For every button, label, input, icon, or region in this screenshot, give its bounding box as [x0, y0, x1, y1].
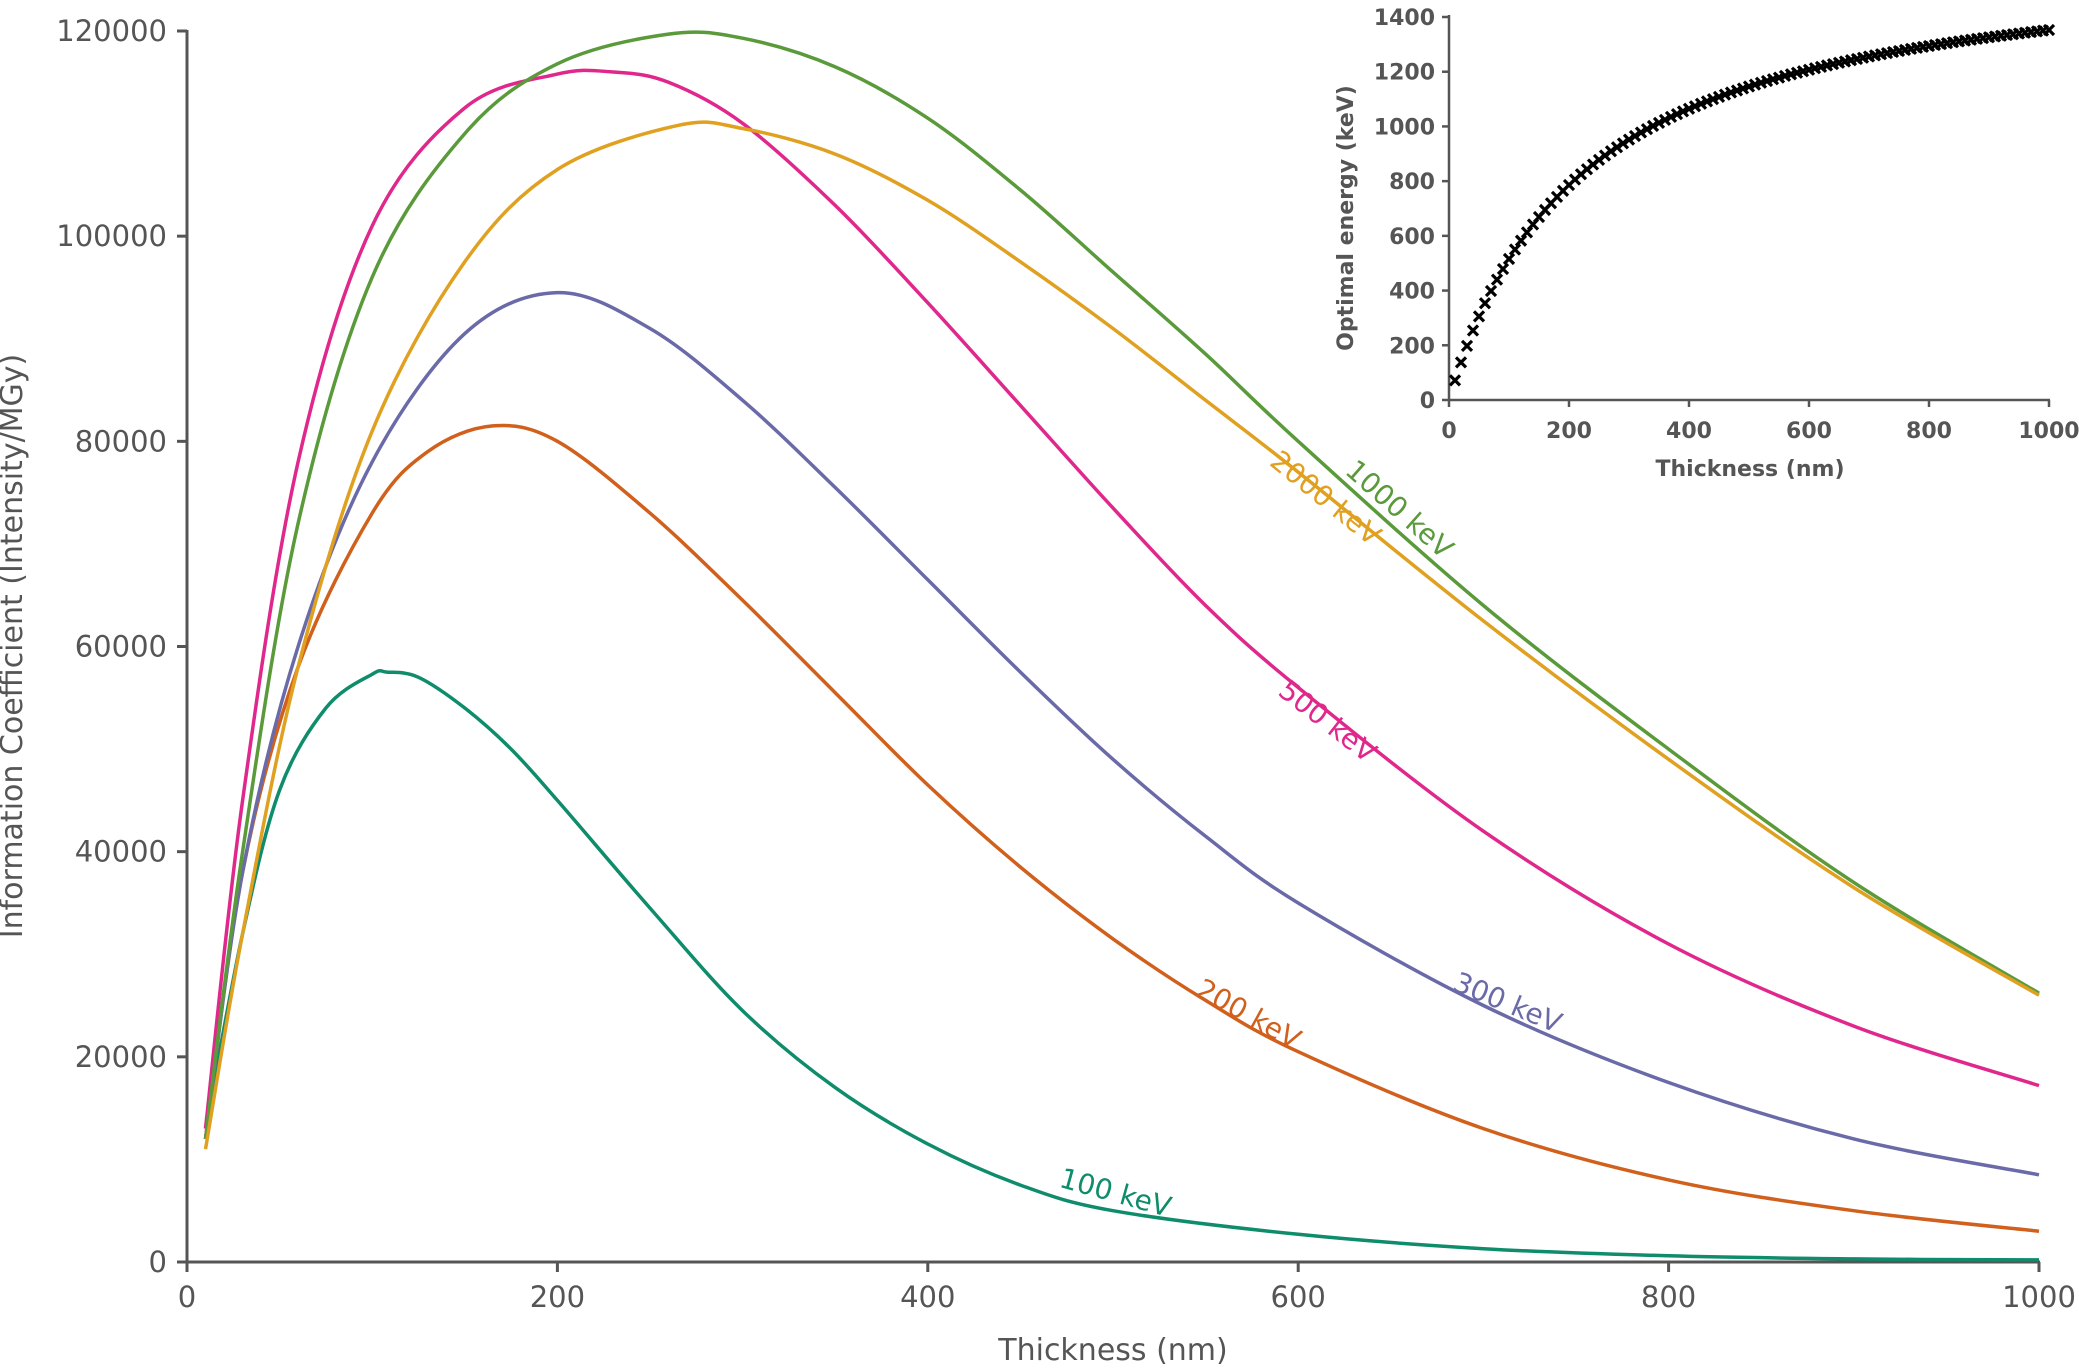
main-x-tick-label: 400: [900, 1280, 955, 1314]
inset-marker: [1472, 310, 1486, 323]
series-label-500-kev: 500 keV: [1272, 673, 1382, 769]
inset-marker-stroke: [1502, 252, 1516, 266]
inset-x-axis-title: Thickness (nm): [1655, 457, 1844, 482]
inset-marker-stroke: [1454, 356, 1468, 369]
inset-marker-stroke: [1448, 374, 1462, 387]
inset-marker: [1448, 374, 1462, 387]
inset-marker-stroke: [1460, 339, 1474, 352]
series-label-200-kev: 200 keV: [1191, 972, 1307, 1056]
main-y-tick-label: 0: [149, 1245, 167, 1279]
inset-marker: [1514, 234, 1528, 247]
inset-y-tick-label: 1000: [1374, 115, 1435, 140]
inset-marker-stroke: [1514, 234, 1528, 247]
inset-marker: [1490, 273, 1504, 286]
main-chart-series: [203, 30, 2040, 1262]
main-x-tick-label: 200: [530, 1280, 585, 1314]
inset-marker: [1496, 262, 1510, 276]
inset-marker-stroke: [1634, 126, 1648, 139]
inset-y-ticks: 0 200 400 600 800 1000 1200 1400: [1374, 6, 1449, 414]
inset-marker-stroke: [1466, 324, 1480, 337]
main-y-tick-label: 120000: [56, 14, 167, 48]
series-line-100-kev: [203, 668, 2040, 1262]
series-line-2000-kev: [203, 120, 2040, 1150]
series-line-300-kev: [203, 290, 2040, 1177]
inset-x-tick-label: 200: [1546, 419, 1592, 444]
series-label-300-kev: 300 keV: [1449, 965, 1567, 1039]
main-y-tick-label: 60000: [75, 630, 167, 664]
main-y-tick-label: 40000: [75, 835, 167, 869]
series-label-100-kev: 100 keV: [1056, 1161, 1175, 1223]
main-x-axis-title: Thickness (nm): [997, 1333, 1227, 1367]
inset-marker-stroke: [1490, 273, 1504, 286]
inset-marker-stroke: [1472, 310, 1486, 323]
inset-marker: [1466, 324, 1480, 337]
inset-scatter-markers: [1448, 23, 2056, 387]
series-line-200-kev: [203, 423, 2040, 1233]
inset-y-tick-label: 600: [1389, 225, 1435, 250]
series-line-1000-kev: [203, 30, 2040, 1140]
inset-y-tick-label: 1200: [1374, 61, 1435, 86]
main-x-tick-label: 0: [178, 1280, 196, 1314]
main-y-tick-label: 100000: [56, 219, 167, 253]
inset-marker: [1646, 119, 1660, 133]
inset-marker: [1484, 284, 1498, 298]
inset-marker: [1460, 339, 1474, 352]
main-x-tick-label: 1000: [2002, 1280, 2076, 1314]
inset-marker: [1622, 133, 1636, 146]
inset-marker-stroke: [1640, 123, 1654, 136]
inset-x-tick-label: 1000: [2018, 419, 2079, 444]
inset-marker-stroke: [1628, 129, 1642, 143]
inset-marker: [1454, 356, 1468, 369]
inset-y-tick-label: 1400: [1374, 6, 1435, 31]
inset-chart: 0 200 400 600 800 1000 0 200 400 600 800 1000 1200 1…: [1334, 6, 2079, 482]
inset-y-tick-label: 0: [1420, 389, 1435, 414]
inset-marker: [1502, 252, 1516, 266]
inset-marker-stroke: [1478, 297, 1492, 310]
inset-marker-stroke: [2042, 23, 2056, 37]
series-line-500-kev: [203, 68, 2040, 1129]
inset-marker-stroke: [1652, 116, 1666, 129]
inset-y-tick-label: 400: [1389, 280, 1435, 305]
main-chart-axes: [185, 30, 2040, 1264]
inset-marker-stroke: [1646, 119, 1660, 133]
main-x-tick-label: 600: [1271, 1280, 1326, 1314]
inset-marker: [1628, 129, 1642, 143]
inset-marker: [2042, 23, 2056, 37]
main-y-ticks: 0 20000 40000 60000 80000 100000 120000: [56, 14, 187, 1279]
inset-marker: [1640, 123, 1654, 136]
inset-marker: [1652, 116, 1666, 129]
inset-x-tick-label: 600: [1786, 419, 1832, 444]
inset-marker-stroke: [1508, 243, 1522, 256]
main-y-tick-label: 20000: [75, 1040, 167, 1074]
main-x-ticks: 0 200 400 600 800 1000: [178, 1262, 2076, 1314]
inset-x-tick-label: 0: [1441, 419, 1456, 444]
inset-y-tick-label: 800: [1389, 170, 1435, 195]
inset-marker-stroke: [1622, 133, 1636, 146]
inset-marker: [1508, 243, 1522, 256]
inset-marker-stroke: [1496, 262, 1510, 276]
inset-x-tick-label: 800: [1906, 419, 1952, 444]
inset-x-tick-label: 400: [1666, 419, 1712, 444]
inset-marker: [1634, 126, 1648, 139]
inset-y-axis-title: Optimal energy (keV): [1334, 85, 1359, 351]
main-y-tick-label: 80000: [75, 424, 167, 458]
inset-y-tick-label: 200: [1389, 334, 1435, 359]
inset-marker: [1478, 297, 1492, 310]
inset-x-ticks: 0 200 400 600 800 1000: [1441, 400, 2079, 444]
main-x-tick-label: 800: [1641, 1280, 1696, 1314]
main-y-axis-title: Information Coefficient (Intensity/MGy): [0, 354, 30, 939]
inset-marker-stroke: [1484, 284, 1498, 298]
